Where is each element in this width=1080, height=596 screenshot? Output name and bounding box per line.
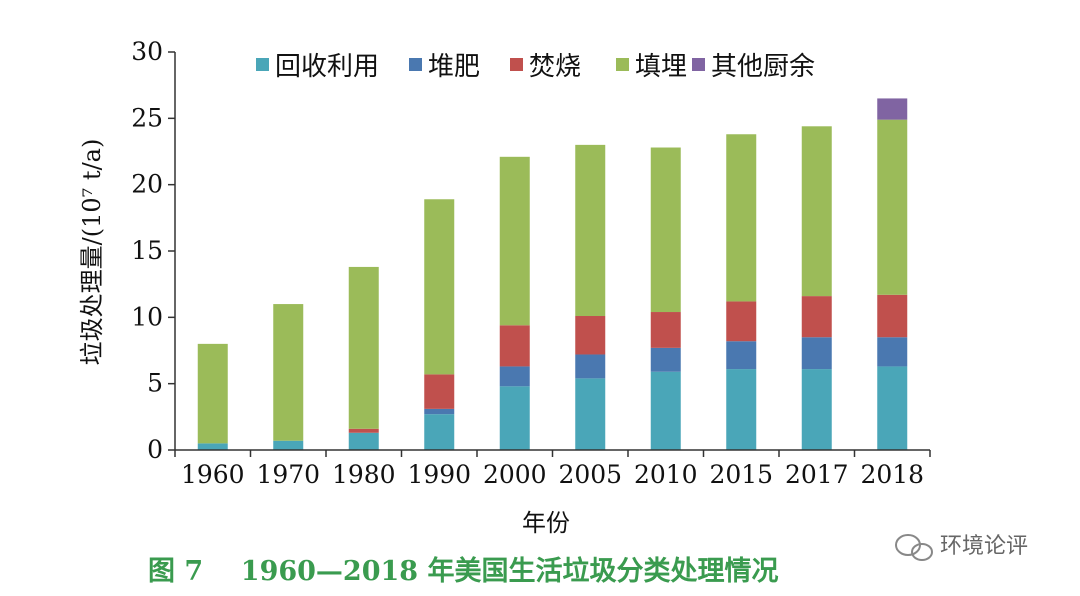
y-tick-label: 20: [131, 170, 163, 199]
legend-label: 堆肥: [428, 52, 480, 82]
y-axis-title: 垃圾处理量/(10⁷ t/a): [78, 139, 106, 366]
bar-segment: [650, 312, 681, 348]
bar-segment: [575, 144, 606, 317]
bar-segment: [424, 414, 455, 450]
x-tick-label: 1990: [407, 460, 471, 489]
bar-segment: [348, 266, 379, 429]
bar-segment: [877, 366, 908, 450]
bar-segment: [348, 432, 379, 450]
bar-segment: [575, 378, 606, 450]
watermark: 环境论评: [895, 534, 1028, 561]
bar-segment: [801, 296, 832, 338]
y-tick-label: 10: [131, 302, 163, 331]
legend-label: 回收利用: [275, 52, 379, 82]
bar-segment: [273, 304, 304, 441]
legend-swatch: [510, 58, 523, 71]
bar-segment: [650, 371, 681, 450]
bars-layer: [197, 98, 908, 450]
bar-segment: [801, 126, 832, 297]
bar-segment: [499, 156, 530, 326]
y-tick-label: 15: [131, 236, 163, 265]
x-tick-label: 1970: [256, 460, 320, 489]
x-tick-label: 2010: [634, 460, 698, 489]
bar-segment: [726, 341, 757, 370]
bar-segment: [877, 294, 908, 338]
watermark-text: 环境论评: [940, 534, 1028, 559]
bar-segment: [197, 343, 228, 444]
y-tick-label: 0: [147, 435, 163, 464]
x-tick-label: 2005: [558, 460, 622, 489]
bar-segment: [877, 337, 908, 367]
legend-label: 焚烧: [529, 52, 581, 82]
x-tick-label: 2000: [483, 460, 547, 489]
bar-segment: [877, 98, 908, 120]
figure-caption: 图 7 1960—2018 年美国生活垃圾分类处理情况: [148, 555, 778, 587]
legend-swatch: [256, 58, 269, 71]
bar-segment: [650, 147, 681, 313]
bar-segment: [424, 199, 455, 375]
bar-segment: [499, 325, 530, 367]
bar-segment: [726, 301, 757, 342]
legend: 回收利用 堆肥 焚烧 填埋 其他厨余: [256, 52, 815, 82]
bar-segment: [197, 443, 228, 450]
x-tick-label: 2015: [709, 460, 773, 489]
x-tick-label: 2017: [785, 460, 849, 489]
legend-label: 其他厨余: [711, 52, 815, 82]
legend-swatch: [616, 58, 629, 71]
y-tick-label: 5: [147, 369, 163, 398]
bar-segment: [877, 119, 908, 295]
x-tick-label: 1980: [332, 460, 396, 489]
x-tick-label: 1960: [181, 460, 245, 489]
bar-segment: [650, 347, 681, 372]
legend-swatch: [409, 58, 422, 71]
y-tick-label: 30: [131, 37, 163, 66]
bar-segment: [499, 366, 530, 387]
x-tick-label: 2018: [860, 460, 924, 489]
legend-swatch: [692, 58, 705, 71]
legend-label: 填埋: [635, 52, 687, 82]
bar-segment: [726, 369, 757, 450]
bar-segment: [348, 428, 379, 433]
bar-segment: [575, 316, 606, 355]
bar-segment: [801, 337, 832, 370]
y-tick-label: 25: [131, 103, 163, 132]
bar-segment: [499, 386, 530, 450]
bar-segment: [726, 134, 757, 302]
bar-segment: [575, 354, 606, 379]
wechat-icon: [895, 534, 933, 561]
axes-layer: 0 5 10 15 20 25 30 1960 1970 1980 1990 2000 2005 2010…: [131, 37, 931, 489]
bar-segment: [801, 369, 832, 450]
bar-segment: [424, 408, 455, 415]
x-axis-title: 年份: [522, 509, 570, 537]
bar-segment: [273, 440, 304, 450]
bar-segment: [424, 374, 455, 409]
